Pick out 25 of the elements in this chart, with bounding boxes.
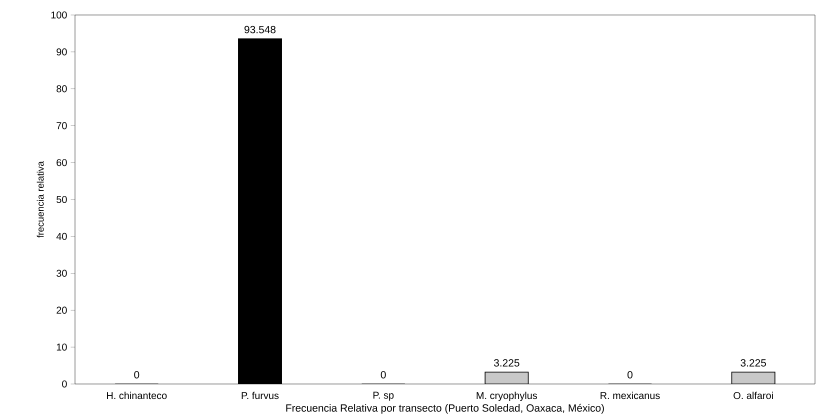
y-tick-label: 0 bbox=[62, 380, 67, 388]
data-label: 0 bbox=[380, 371, 386, 378]
y-tick-label: 80 bbox=[56, 85, 67, 92]
x-tick-label: R. mexicanus bbox=[600, 392, 660, 400]
y-axis-title: frecuencia relativa bbox=[36, 161, 44, 238]
y-tick-label: 50 bbox=[56, 196, 67, 203]
y-tick-label: 90 bbox=[56, 48, 67, 56]
x-tick-label: H. chinanteco bbox=[107, 392, 167, 400]
data-label: 0 bbox=[134, 371, 140, 378]
x-tick-label: P. sp bbox=[373, 392, 394, 401]
y-tick-label: 40 bbox=[56, 232, 67, 240]
data-label: 3.225 bbox=[740, 359, 766, 367]
y-tick-label: 10 bbox=[56, 344, 67, 351]
x-tick-label: M. cryophylus bbox=[476, 392, 538, 402]
x-axis-title: Frecuencia Relativa por transecto (Puerto Soledad, Oaxaca, México) bbox=[286, 404, 604, 414]
y-tick-label: 30 bbox=[56, 270, 67, 277]
data-label: 93.548 bbox=[244, 26, 276, 34]
y-tick-label: 60 bbox=[56, 159, 67, 166]
data-label: 0 bbox=[628, 371, 633, 378]
x-tick-label: O. alfaroi bbox=[734, 392, 773, 400]
data-label: 3.225 bbox=[494, 359, 520, 367]
x-tick-label: P. furvus bbox=[242, 392, 279, 400]
y-tick-label: 100 bbox=[51, 11, 67, 18]
y-tick-label: 20 bbox=[56, 306, 67, 314]
y-tick-label: 70 bbox=[56, 122, 67, 130]
